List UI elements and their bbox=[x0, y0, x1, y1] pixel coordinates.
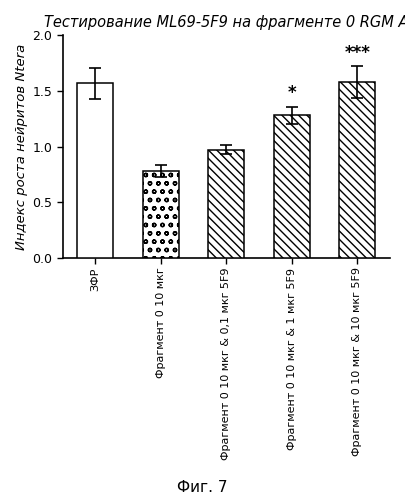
Text: ***: *** bbox=[344, 44, 370, 62]
Bar bbox=[77, 83, 113, 258]
Y-axis label: Индекс роста нейритов Ntera: Индекс роста нейритов Ntera bbox=[15, 44, 28, 250]
Title: Тестирование ML69-5F9 на фрагменте 0 RGM A: Тестирование ML69-5F9 на фрагменте 0 RGM… bbox=[44, 15, 405, 30]
Text: *: * bbox=[288, 84, 296, 102]
Bar bbox=[274, 116, 310, 258]
Bar bbox=[208, 150, 244, 258]
Text: Фиг. 7: Фиг. 7 bbox=[177, 480, 228, 495]
Bar bbox=[143, 171, 179, 258]
Bar bbox=[339, 82, 375, 258]
